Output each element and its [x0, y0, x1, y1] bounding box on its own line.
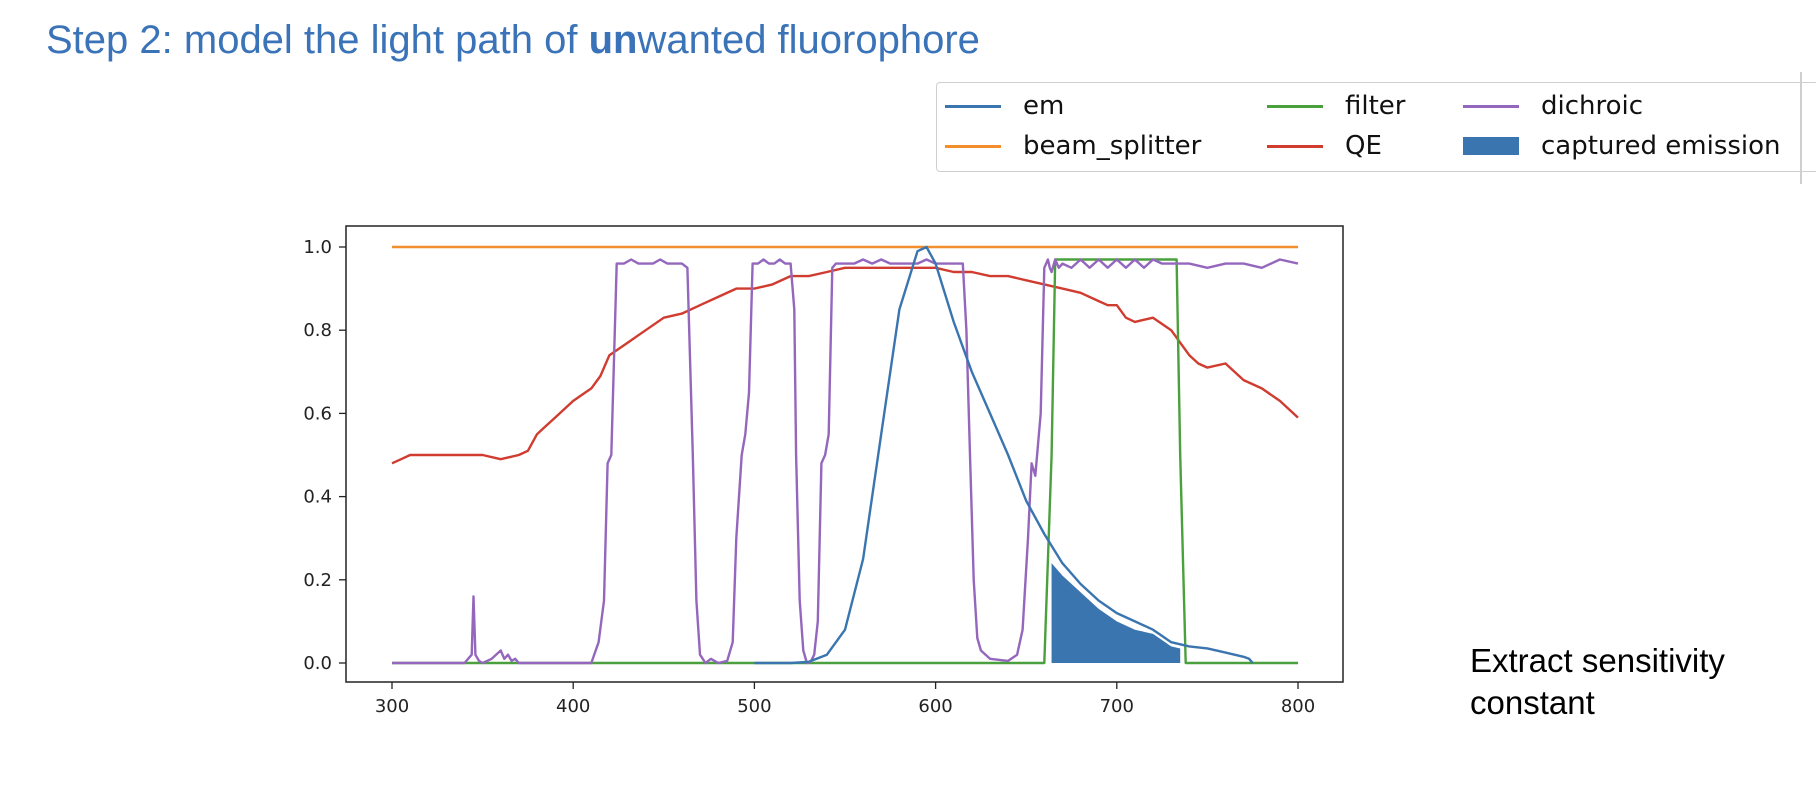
legend-item-qe: QE — [1267, 129, 1382, 163]
series-em — [754, 245, 1254, 665]
y-tick-label-1: 1.0 — [303, 237, 332, 258]
legend-item-dichroic: dichroic — [1463, 89, 1643, 123]
legend-item-captured-emission: captured emission — [1463, 129, 1781, 163]
legend-label-captured-emission: captured emission — [1541, 131, 1781, 161]
series-dichroic — [392, 258, 1299, 665]
legend-label-beam-splitter: beam_splitter — [1023, 131, 1202, 161]
sensitivity-note-line-1: Extract sensitivity — [1470, 642, 1725, 679]
legend-swatch-captured-emission — [1463, 137, 1519, 155]
legend-swatch-filter — [1267, 104, 1323, 108]
x-tick-label-400: 400 — [556, 696, 590, 717]
legend-label-dichroic: dichroic — [1541, 91, 1644, 121]
y-tick-label-0-2: 0.2 — [303, 570, 332, 591]
legend-item-filter: filter — [1267, 89, 1405, 123]
x-tick-label-300: 300 — [375, 696, 409, 717]
x-tick-label-500: 500 — [737, 696, 771, 717]
legend-swatch-qe — [1267, 144, 1323, 148]
x-tick-label-600: 600 — [918, 696, 952, 717]
page-title: Step 2: model the light path of unwanted… — [46, 18, 980, 62]
series-qe — [391, 266, 1299, 465]
legend-edge — [1800, 72, 1802, 184]
legend-item-em: em — [945, 89, 1064, 123]
legend-label-qe: QE — [1345, 131, 1382, 161]
legend-swatch-dichroic — [1463, 104, 1519, 108]
x-tick-label-700: 700 — [1100, 696, 1134, 717]
x-tick-label-800: 800 — [1281, 696, 1315, 717]
y-tick-label-0-4: 0.4 — [303, 487, 332, 508]
legend-swatch-em — [945, 104, 1001, 108]
sensitivity-note-line-2: constant — [1470, 684, 1595, 721]
chart-legend: em beam_splitter filter QE dichroic capt… — [936, 82, 1816, 172]
y-tick-label-0-8: 0.8 — [303, 320, 332, 341]
legend-swatch-beam-splitter — [945, 144, 1001, 148]
legend-item-beam-splitter: beam_splitter — [945, 129, 1201, 163]
sensitivity-note: Extract sensitivity constant — [1470, 640, 1725, 724]
y-tick-label-0-6: 0.6 — [303, 403, 332, 424]
legend-label-em: em — [1023, 91, 1065, 121]
fill-captured-emission — [1051, 563, 1181, 663]
y-tick-label-0: 0.0 — [303, 653, 332, 674]
legend-label-filter: filter — [1345, 91, 1406, 121]
series-filter — [392, 258, 1298, 665]
plot-frame — [345, 225, 1344, 683]
